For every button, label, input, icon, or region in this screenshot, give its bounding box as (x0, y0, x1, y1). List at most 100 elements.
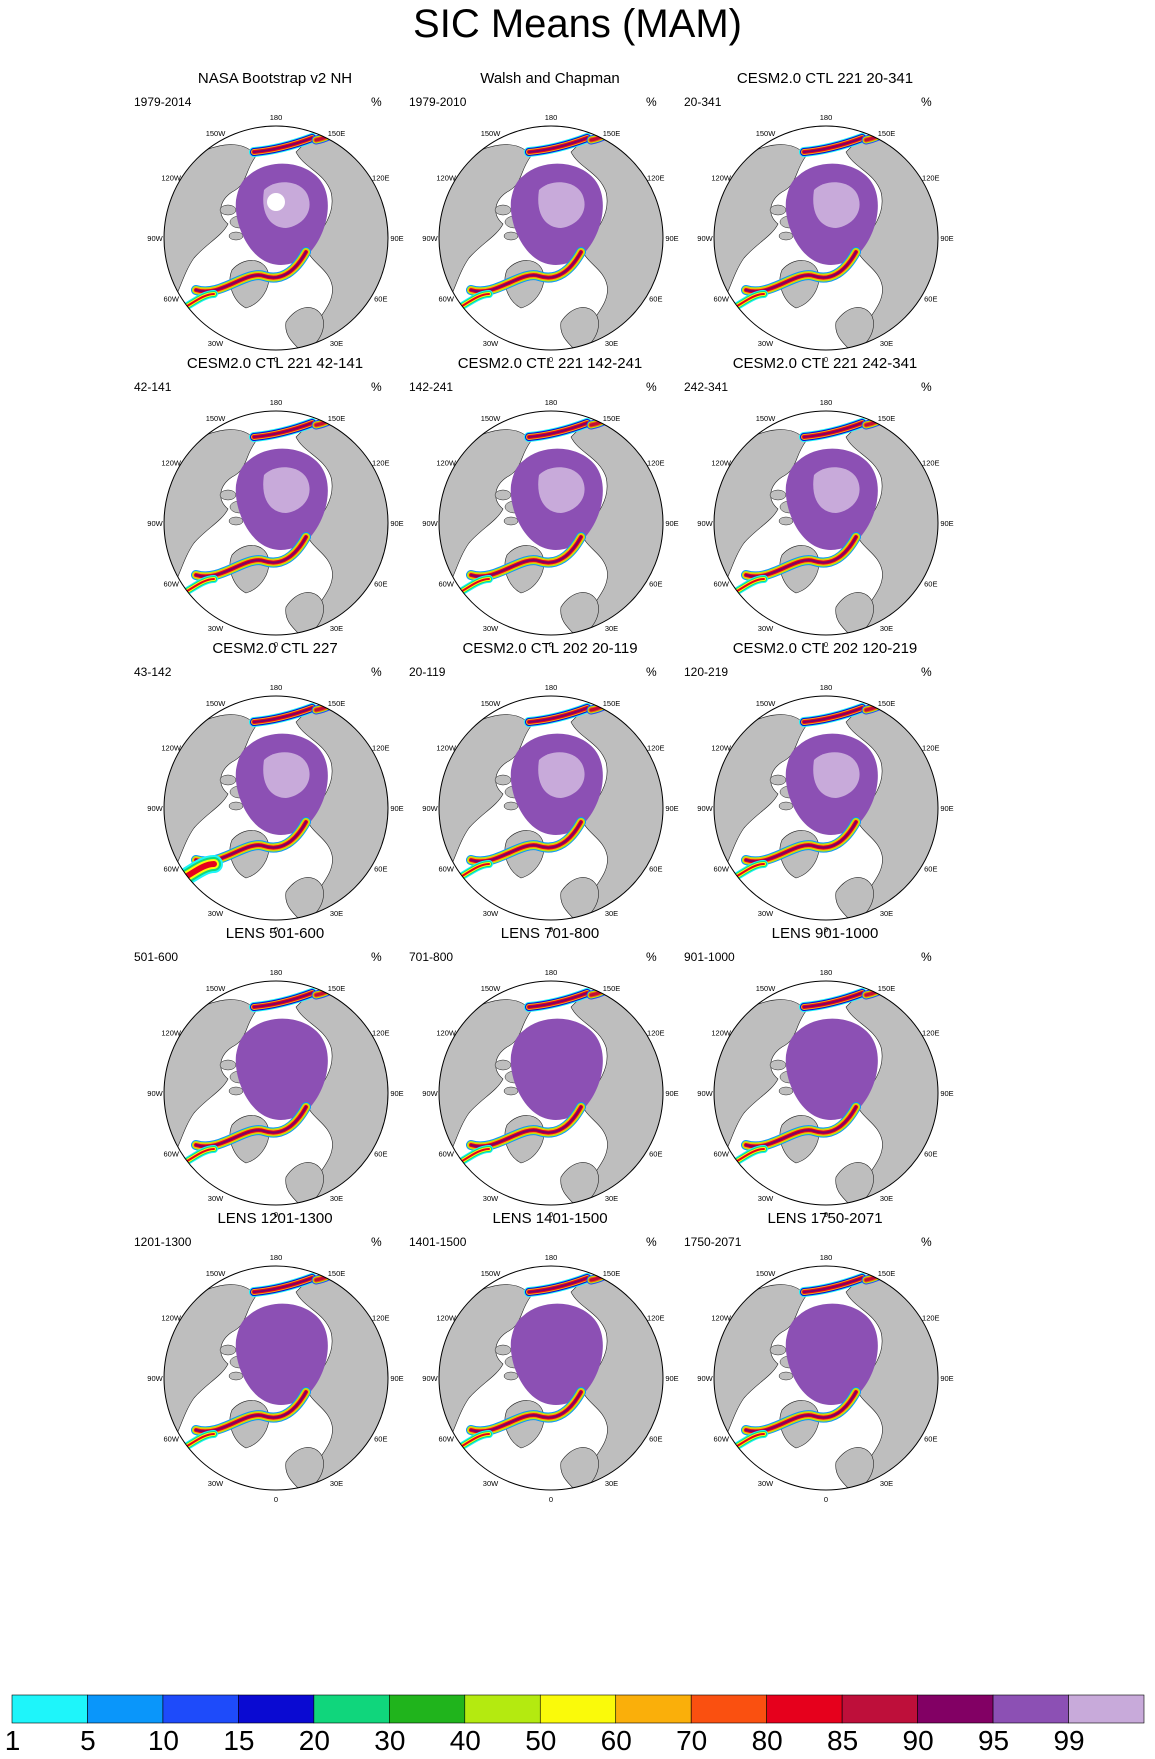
longitude-label: 120E (922, 174, 940, 183)
longitude-label: 150W (756, 699, 777, 708)
longitude-label: 150E (328, 984, 346, 993)
sea-ice-max (263, 752, 310, 798)
longitude-label: 120W (161, 1314, 182, 1323)
longitude-label: 90W (147, 519, 163, 528)
land-scandinavia (285, 1447, 324, 1490)
longitude-label: 150W (481, 699, 502, 708)
longitude-label: 30E (330, 1479, 343, 1488)
map-border (438, 410, 664, 636)
longitude-label: 150E (878, 1269, 896, 1278)
longitude-label: 120W (711, 1314, 732, 1323)
longitude-label: 150W (206, 129, 227, 138)
colorbar (11, 1694, 1145, 1724)
map-panel: CESM2.0 CTL 221 20-341 20-341% 180 150E 120E… (670, 70, 980, 390)
longitude-label: 150E (328, 414, 346, 423)
longitude-label: 60E (374, 1150, 387, 1159)
longitude-label: 120E (922, 459, 940, 468)
longitude-label: 150W (756, 414, 777, 423)
land-north-america (439, 999, 532, 1160)
longitude-label: 60E (924, 580, 937, 589)
land-scandinavia (835, 877, 874, 920)
longitude-label: 120E (372, 1029, 390, 1038)
land-north-america (439, 144, 532, 305)
colorbar-tick-label: 85 (827, 1725, 859, 1756)
longitude-label: 60W (438, 1150, 454, 1159)
longitude-label: 150E (328, 1269, 346, 1278)
panel-title: LENS 1750-2071 (767, 1210, 883, 1227)
longitude-label: 90E (665, 519, 678, 528)
ice-edge-pacific (249, 703, 317, 727)
longitude-label: 150E (328, 699, 346, 708)
longitude-label: 120E (922, 744, 940, 753)
ice-edge-pacific (524, 988, 592, 1012)
longitude-label: 180 (820, 968, 833, 977)
longitude-label: 0 (274, 640, 278, 649)
panel-title: NASA Bootstrap v2 NH (197, 70, 353, 87)
polar-map: 180 150E 120E 90E 60E 30E 0 30W 60W 90W 120W 150W (422, 968, 678, 1219)
land-north-america (164, 1284, 257, 1445)
map-border (163, 410, 389, 636)
longitude-label: 0 (549, 640, 553, 649)
longitude-label: 30E (880, 1194, 893, 1203)
longitude-label: 30W (208, 624, 224, 633)
longitude-label: 60W (713, 1435, 729, 1444)
colorbar-tick-label: 95 (977, 1725, 1010, 1756)
map-panel: Walsh and Chapman 1979-2010% 180 150E 120E 90… (395, 70, 705, 390)
land-scandinavia (285, 1162, 324, 1205)
panel-period: 20-341 (684, 95, 722, 109)
map-panel: LENS 1401-1500 1401-1500% 180 150E 120E 90E 60… (395, 1210, 705, 1530)
panel-title: LENS 901-1000 (771, 925, 879, 942)
map-border (438, 1265, 664, 1491)
longitude-label: 120E (922, 1029, 940, 1038)
land-island (778, 1371, 794, 1381)
longitude-label: 120W (161, 174, 182, 183)
land-north-america (439, 429, 532, 590)
polar-map: 180 150E 120E 90E 60E 30E 0 30W 60W 90W 120W 150W (697, 398, 953, 649)
map-panel: CESM2.0 CTL 221 142-241 142-241% 180 150E 12… (395, 355, 705, 675)
panel-period: 120-219 (684, 665, 729, 679)
land-scandinavia (835, 592, 874, 635)
sea-ice-max (813, 752, 860, 798)
longitude-label: 0 (549, 1210, 553, 1219)
longitude-label: 150W (481, 1269, 502, 1278)
longitude-label: 90E (940, 1089, 953, 1098)
longitude-label: 90W (697, 234, 713, 243)
longitude-label: 180 (270, 113, 283, 122)
longitude-label: 0 (274, 1495, 278, 1504)
colorbar-swatch (87, 1694, 164, 1724)
longitude-label: 60W (713, 865, 729, 874)
ice-edge-atlantic (466, 247, 586, 297)
longitude-label: 90W (697, 804, 713, 813)
map-panel: NASA Bootstrap v2 NH 1979-2014% 180 150E 120… (120, 70, 430, 390)
ice-edge-pacific (524, 418, 592, 442)
longitude-label: 90E (665, 234, 678, 243)
ice-edge-atlantic (466, 1387, 586, 1437)
longitude-label: 0 (824, 1495, 828, 1504)
sea-ice-max (538, 467, 585, 513)
longitude-label: 90W (422, 234, 438, 243)
longitude-label: 60E (924, 865, 937, 874)
longitude-label: 60E (374, 295, 387, 304)
panel-unit: % (646, 950, 657, 964)
colorbar-tick-label: 60 (600, 1725, 632, 1756)
land-scandinavia (560, 1447, 599, 1490)
colorbar-swatch (841, 1694, 918, 1724)
panel-title: CESM2.0 CTL 221 42-141 (186, 355, 364, 372)
polar-map: 180 150E 120E 90E 60E 30E 0 30W 60W 90W 120W 150W (697, 113, 953, 364)
sea-ice-max (538, 752, 585, 798)
longitude-label: 30E (880, 624, 893, 633)
panel-title: CESM2.0 CTL 227 (212, 640, 338, 657)
panel-unit: % (371, 1235, 382, 1249)
longitude-label: 90E (665, 804, 678, 813)
panel-title: CESM2.0 CTL 221 142-241 (457, 355, 643, 372)
panel-title: CESM2.0 CTL 202 120-219 (732, 640, 918, 657)
longitude-label: 120E (647, 1314, 665, 1323)
longitude-label: 30W (208, 1194, 224, 1203)
longitude-label: 60E (374, 1435, 387, 1444)
longitude-label: 0 (274, 925, 278, 934)
land-island (219, 204, 237, 216)
ice-edge-pacific (799, 703, 867, 727)
longitude-label: 150E (603, 129, 621, 138)
land-island (494, 1344, 512, 1356)
land-north-america (439, 714, 532, 875)
